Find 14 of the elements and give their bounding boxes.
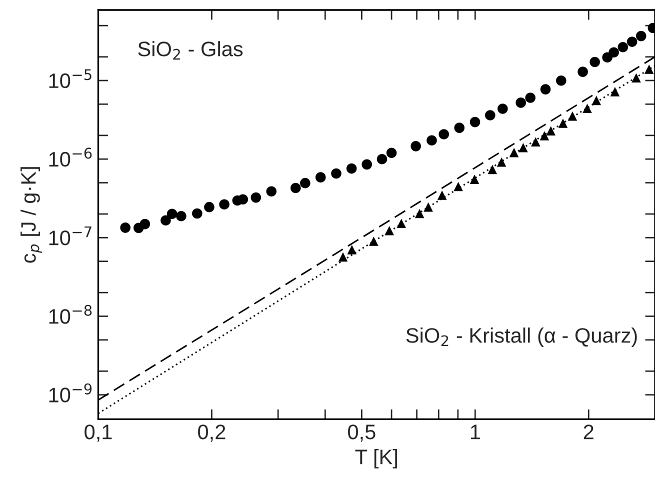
- x-tick-label: 0,5: [348, 424, 376, 442]
- y-tick-label: 10$^{−6}$: [49, 148, 92, 167]
- x-tick-label: 0,1: [84, 424, 112, 442]
- x-axis-title: T [K]: [355, 448, 397, 468]
- x-tick-label: 2: [584, 424, 594, 440]
- x-tick-label: 1: [470, 424, 480, 440]
- y-axis-title: c$_{p}$ [J / g·K]: [20, 167, 42, 263]
- x-tick-label: 0,2: [198, 424, 226, 442]
- annotation: SiO$_{2}$ - Kristall (α - Quarz): [406, 328, 637, 347]
- y-tick-label: 10$^{−7}$: [49, 226, 92, 246]
- y-tick-label: 10$^{−5}$: [49, 69, 92, 88]
- y-tick-label: 10$^{−8}$: [49, 304, 92, 324]
- y-tick-label: 10$^{−9}$: [49, 383, 92, 402]
- annotation: SiO$_{2}$ - Glas: [138, 41, 243, 60]
